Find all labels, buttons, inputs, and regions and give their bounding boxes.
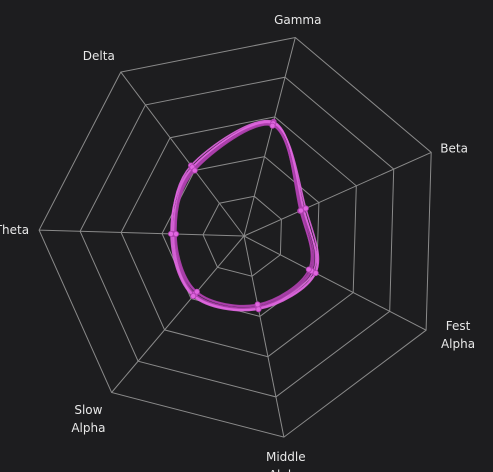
axis-label-line: Alpha: [71, 421, 105, 435]
data-point-fest-alpha: [312, 270, 319, 277]
axis-label-fest-alpha: Fest Alpha: [441, 319, 475, 351]
radar-grid: [38, 36, 432, 438]
axis-label-line: Delta: [83, 49, 115, 63]
data-point-theta: [172, 230, 179, 237]
grid-ring: [38, 36, 432, 438]
data-point-beta: [302, 205, 309, 212]
axis-label-line: Middle: [266, 450, 306, 464]
data-point-delta: [191, 167, 198, 174]
series-6: [172, 122, 313, 308]
data-point-beta: [297, 207, 304, 214]
series-line: [172, 120, 317, 310]
grid-spoke: [120, 71, 245, 237]
grid-ring: [202, 195, 282, 277]
grid-ring: [79, 76, 395, 398]
grid-spoke: [39, 229, 245, 237]
data-point-slow-alpha: [190, 293, 197, 300]
axis-label-theta: Theta: [0, 223, 29, 237]
grid-spoke: [243, 37, 296, 237]
axis-label-line: Fest: [446, 319, 471, 333]
axis-label-gamma: Gamma: [274, 13, 321, 27]
series-4: [172, 121, 315, 310]
axis-label-line: Gamma: [274, 13, 321, 27]
series-line: [171, 119, 319, 311]
data-point-middle-alpha: [254, 301, 261, 308]
data-point-gamma: [269, 122, 276, 129]
axis-label-line: Alpha: [269, 468, 303, 472]
series-5: [167, 120, 320, 313]
data-point-middle-alpha: [255, 306, 262, 313]
axis-label-beta: Beta: [440, 141, 468, 155]
grid-spoke: [111, 235, 245, 393]
axis-labels: Gamma Beta Fest Alpha Middle Alpha Slow Alpha Th…: [0, 13, 475, 472]
axis-label-line: Beta: [440, 141, 468, 155]
axis-label-middle-alpha: Middle Alpha: [266, 450, 306, 472]
axis-label-delta: Delta: [83, 49, 115, 63]
grid-spoke: [243, 151, 432, 237]
series-3: [170, 119, 317, 311]
data-point-slow-alpha: [193, 288, 200, 295]
axis-label-line: Theta: [0, 223, 29, 237]
data-point-fest-alpha: [305, 266, 312, 273]
series-line: [170, 121, 320, 312]
series-1: [169, 118, 319, 312]
axis-label-slow-alpha: Slow Alpha: [71, 403, 105, 435]
data-point-theta: [167, 230, 174, 237]
axis-label-line: Alpha: [441, 337, 475, 351]
grid-spoke: [243, 235, 285, 438]
radar-series-group: [167, 118, 320, 313]
axis-label-line: Slow: [74, 403, 102, 417]
series-line: [174, 123, 315, 309]
grid-spoke: [243, 235, 427, 331]
grid-ring: [120, 116, 357, 358]
